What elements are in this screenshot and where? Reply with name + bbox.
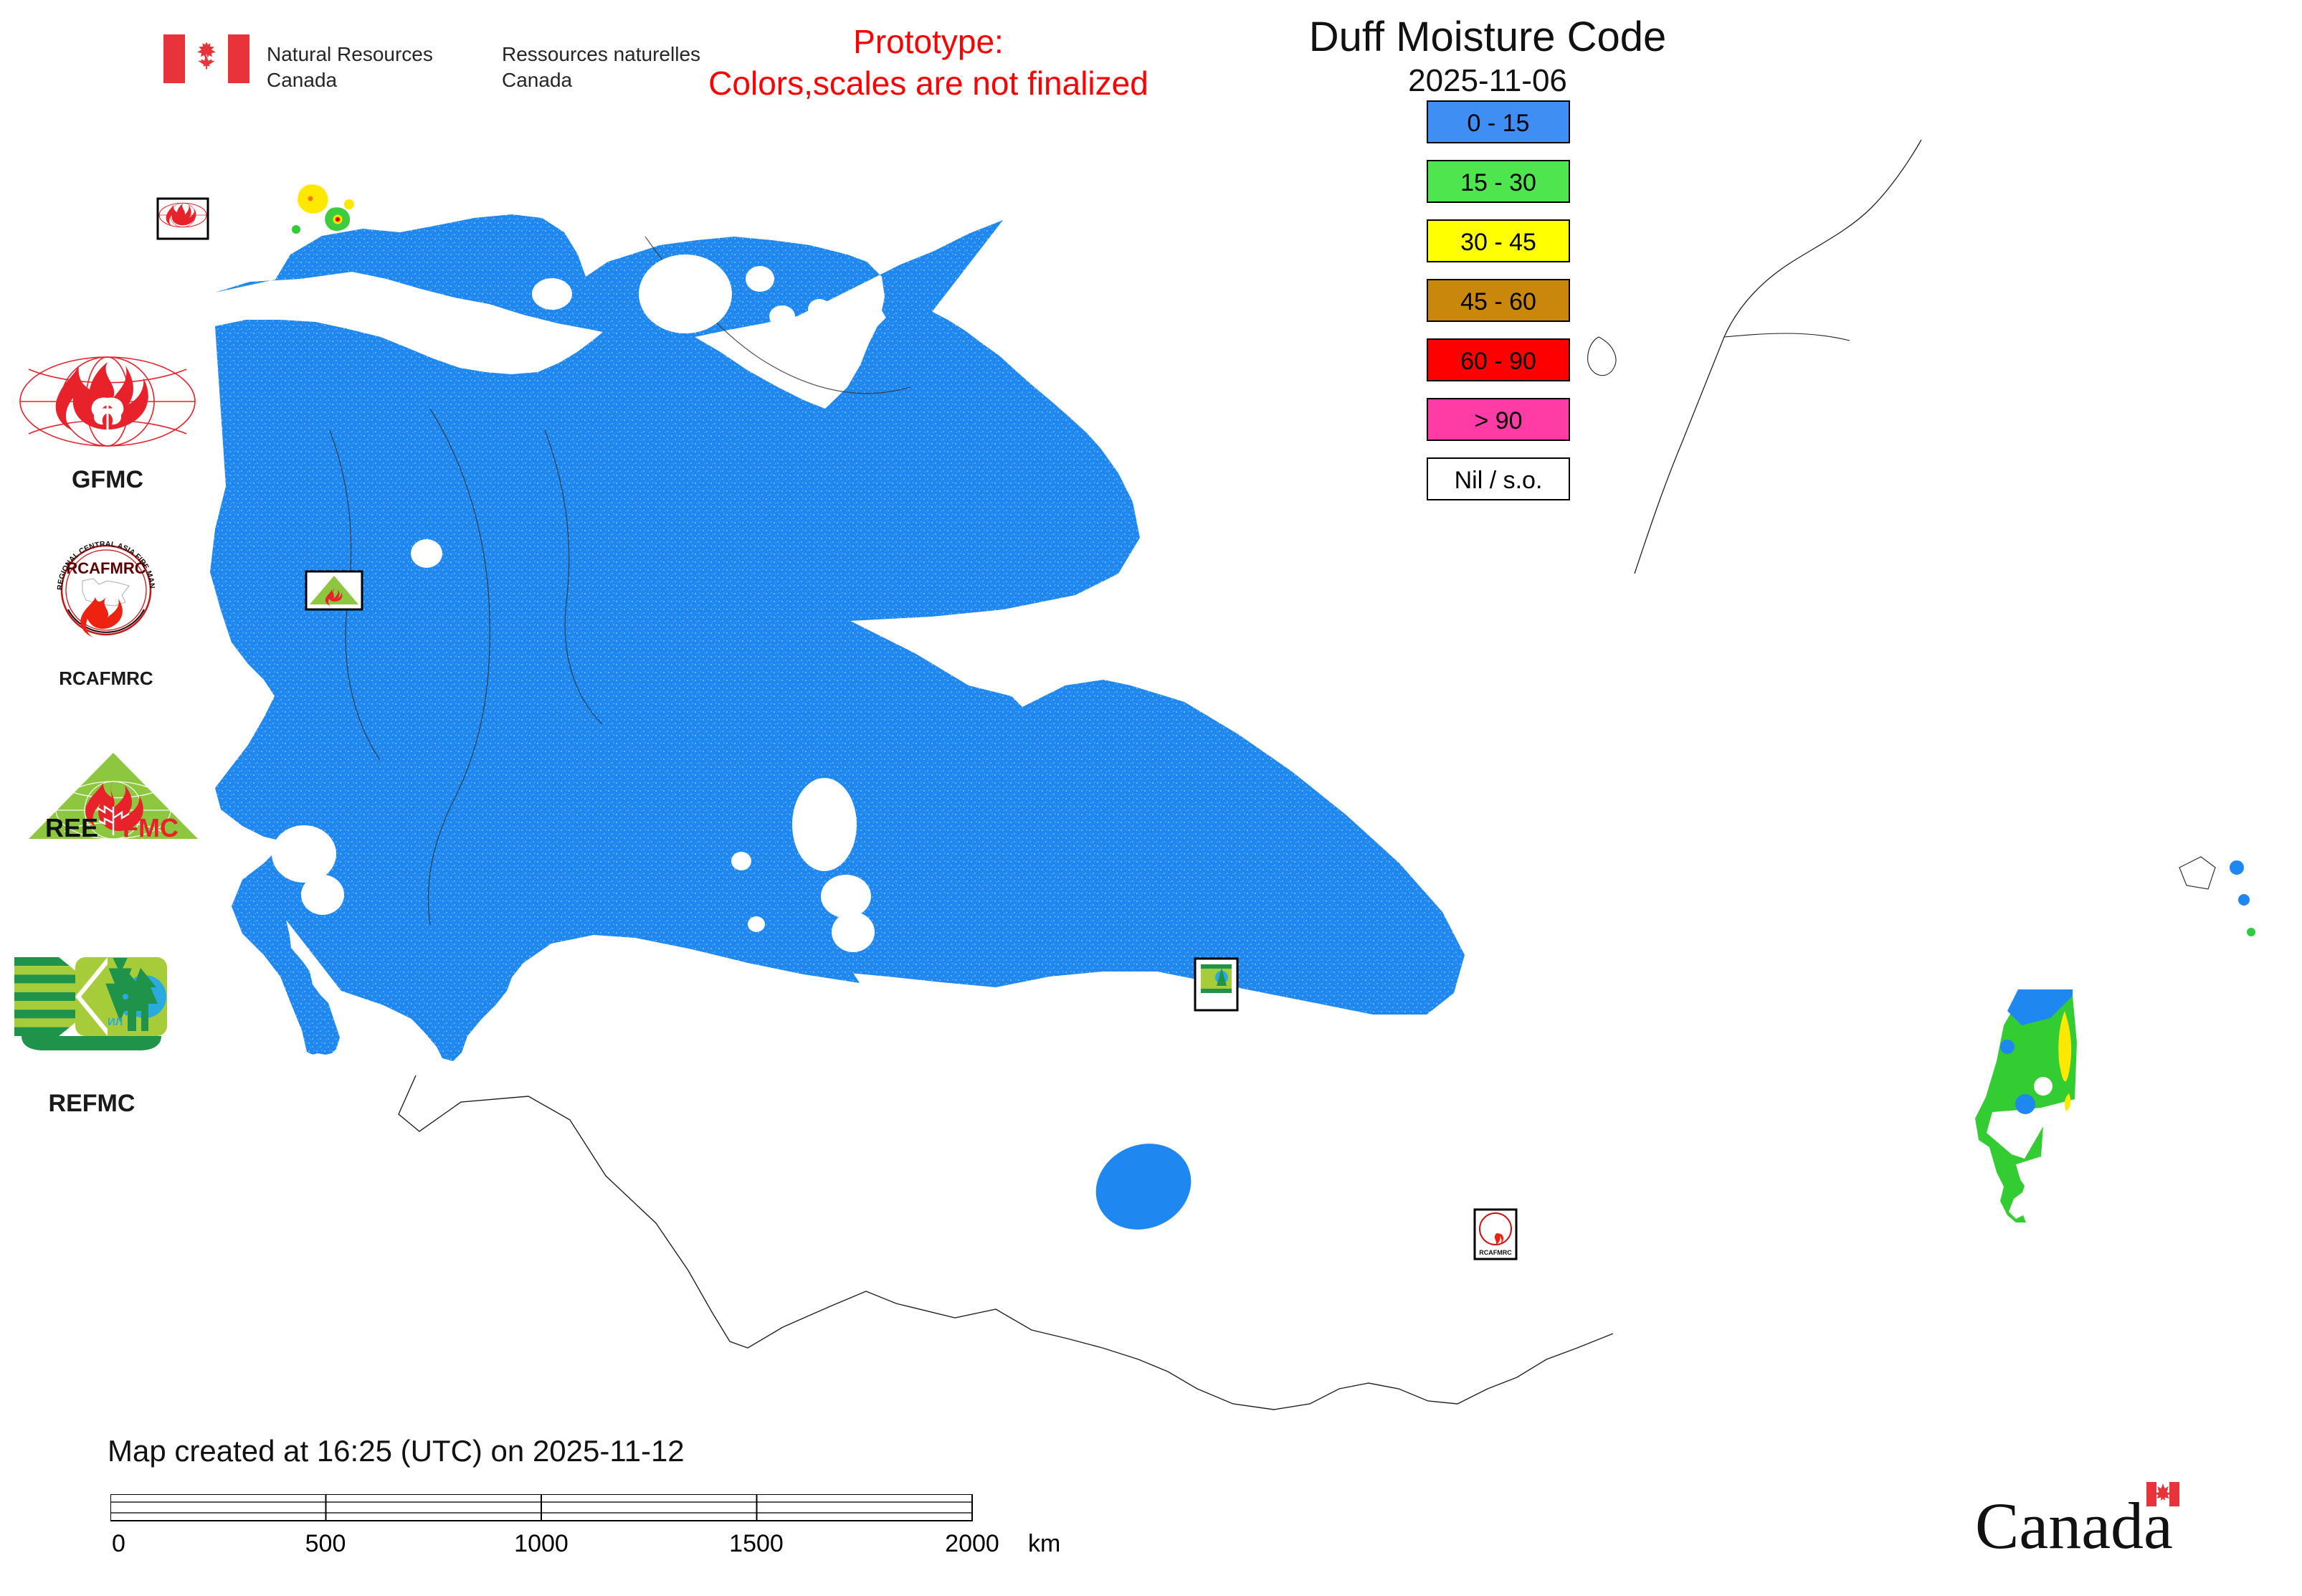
svg-text:RCAFMRC: RCAFMRC: [1479, 1249, 1512, 1256]
